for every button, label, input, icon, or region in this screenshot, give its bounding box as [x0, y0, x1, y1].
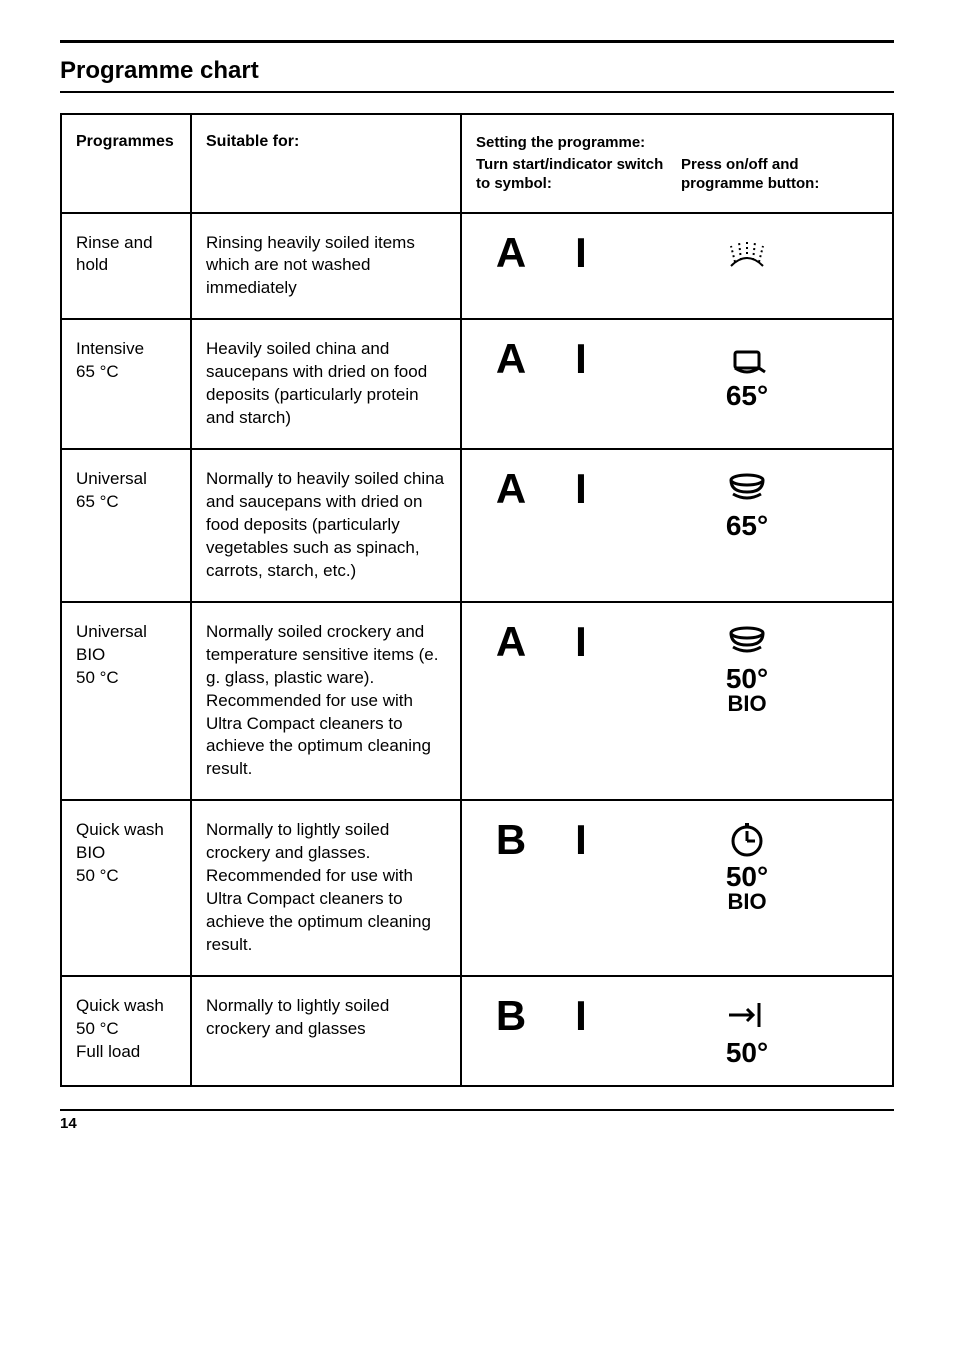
onoff-bar: I	[556, 819, 606, 861]
header-programmes: Programmes	[61, 114, 191, 213]
programme-name: Quick washBIO50 °C	[61, 800, 191, 976]
indicator-letter: B	[476, 995, 546, 1037]
plates-icon	[725, 468, 769, 508]
temp-label: 65°	[616, 512, 878, 540]
programme-table: Programmes Suitable for: Setting the pro…	[60, 113, 894, 1087]
settings-cell: AI 65°	[461, 319, 893, 449]
suitable-text: Normally soiled crockery and temperature…	[191, 602, 461, 801]
indicator-letter: A	[476, 232, 546, 274]
programme-icon-block: 50°BIO	[616, 819, 878, 913]
arrow-end-icon	[725, 995, 769, 1035]
bio-label: BIO	[616, 693, 878, 715]
title-rule	[60, 91, 894, 93]
settings-cell: BI 50°	[461, 976, 893, 1086]
table-row: Quick wash50 °CFull loadNormally to ligh…	[61, 976, 893, 1086]
table-row: Universal BIO50 °CNormally soiled crocke…	[61, 602, 893, 801]
table-row: Intensive65 °CHeavily soiled china and s…	[61, 319, 893, 449]
header-setting: Setting the programme: Turn start/indica…	[461, 114, 893, 213]
programme-icon-block: 65°	[616, 338, 878, 410]
onoff-bar: I	[556, 232, 606, 274]
onoff-bar: I	[556, 468, 606, 510]
table-row: Rinse andholdRinsing heavily soiled item…	[61, 213, 893, 320]
suitable-text: Rinsing heavily soiled items which are n…	[191, 213, 461, 320]
table-header-row: Programmes Suitable for: Setting the pro…	[61, 114, 893, 213]
table-row: Quick washBIO50 °CNormally to lightly so…	[61, 800, 893, 976]
indicator-letter: A	[476, 338, 546, 380]
programme-name: Universal BIO50 °C	[61, 602, 191, 801]
indicator-letter: A	[476, 468, 546, 510]
temp-label: 50°	[616, 863, 878, 891]
top-rule	[60, 40, 894, 43]
indicator-letter: A	[476, 621, 546, 663]
settings-cell: BI50°BIO	[461, 800, 893, 976]
programme-name: Quick wash50 °CFull load	[61, 976, 191, 1086]
onoff-bar: I	[556, 995, 606, 1037]
suitable-text: Heavily soiled china and saucepans with …	[191, 319, 461, 449]
programme-icon-block: 65°	[616, 468, 878, 540]
temp-label: 50°	[616, 665, 878, 693]
shower-icon	[725, 232, 769, 272]
programme-icon-block	[616, 232, 878, 276]
header-setting-title: Setting the programme:	[476, 133, 878, 153]
programme-name: Universal65 °C	[61, 449, 191, 602]
suitable-text: Normally to lightly soiled crockery and …	[191, 800, 461, 976]
temp-label: 65°	[616, 382, 878, 410]
header-setting-left: Turn start/indicator switch to symbol:	[476, 155, 673, 194]
settings-cell: AI50°BIO	[461, 602, 893, 801]
table-row: Universal65 °CNormally to heavily soiled…	[61, 449, 893, 602]
plates-icon	[725, 621, 769, 661]
bio-label: BIO	[616, 891, 878, 913]
programme-icon-block: 50°	[616, 995, 878, 1067]
suitable-text: Normally to heavily soiled china and sau…	[191, 449, 461, 602]
temp-label: 50°	[616, 1039, 878, 1067]
programme-name: Intensive65 °C	[61, 319, 191, 449]
programme-name: Rinse andhold	[61, 213, 191, 320]
page-number: 14	[60, 1109, 894, 1132]
onoff-bar: I	[556, 621, 606, 663]
settings-cell: AI	[461, 213, 893, 320]
onoff-bar: I	[556, 338, 606, 380]
indicator-letter: B	[476, 819, 546, 861]
programme-icon-block: 50°BIO	[616, 621, 878, 715]
pot-icon	[725, 338, 769, 378]
header-setting-right: Press on/off and programme button:	[681, 155, 878, 194]
suitable-text: Normally to lightly soiled crockery and …	[191, 976, 461, 1086]
page-title: Programme chart	[60, 57, 894, 85]
header-suitable: Suitable for:	[191, 114, 461, 213]
settings-cell: AI 65°	[461, 449, 893, 602]
clock-icon	[725, 819, 769, 859]
